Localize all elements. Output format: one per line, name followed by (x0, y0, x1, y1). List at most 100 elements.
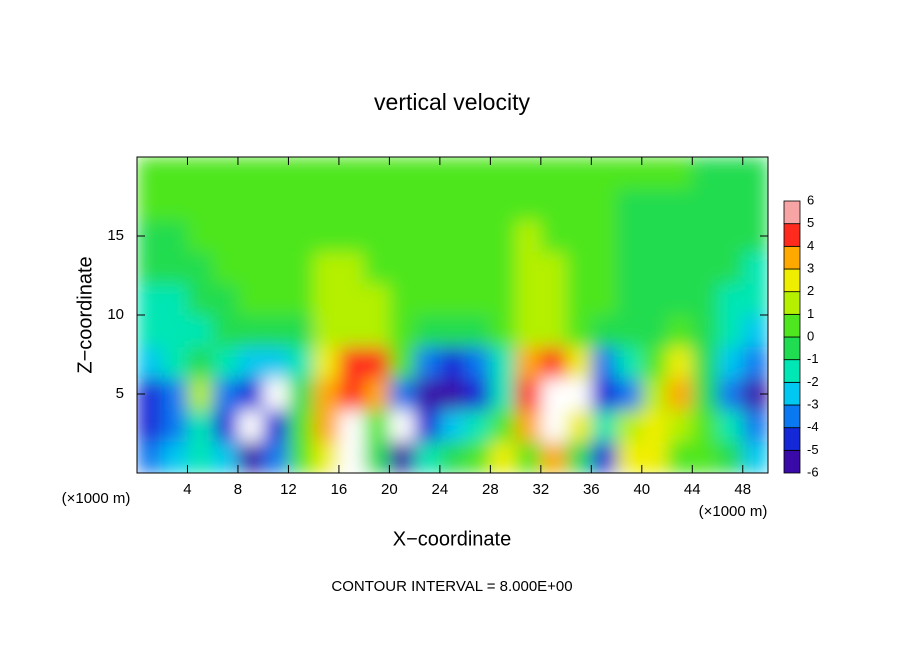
field-cell (616, 251, 643, 284)
field-cell (389, 251, 416, 284)
field-cell (717, 220, 744, 253)
field-cell (212, 220, 239, 253)
field-cell (338, 251, 365, 284)
field-cell (187, 315, 214, 348)
field-cell (616, 409, 643, 442)
field-cell (566, 346, 592, 379)
x-unit-label: (×1000 m) (699, 503, 768, 520)
field-cell (641, 409, 668, 442)
field-cell (212, 251, 239, 284)
field-cell (591, 315, 618, 348)
field-cell (692, 220, 719, 253)
field-cell (137, 441, 163, 473)
field-cell (212, 188, 239, 221)
field-cell (692, 157, 719, 190)
field-cell (313, 346, 340, 379)
field-cell (263, 283, 289, 316)
field-cell (717, 188, 744, 221)
field-cell (162, 346, 188, 379)
x-tick-label: 8 (234, 481, 242, 498)
field-cell (591, 378, 618, 411)
field (137, 157, 768, 473)
field-cell (187, 157, 214, 190)
field-cell (692, 283, 719, 316)
field-cell (364, 220, 390, 253)
x-tick-label: 40 (633, 481, 650, 498)
field-cell (212, 157, 239, 190)
field-cell (364, 283, 390, 316)
field-cell (742, 251, 768, 284)
field-cell (692, 441, 719, 473)
x-tick-label: 12 (280, 481, 297, 498)
field-cell (162, 220, 188, 253)
field-cell (212, 378, 239, 411)
field-cell (237, 378, 264, 411)
field-cell (439, 315, 466, 348)
field-cell (137, 157, 163, 190)
field-cell (641, 378, 668, 411)
field-cell (414, 188, 441, 221)
field-cell (439, 409, 466, 442)
field-cell (566, 188, 592, 221)
field-cell (490, 220, 517, 253)
colorbar-label: 4 (807, 238, 814, 253)
field-cell (515, 315, 542, 348)
field-cell (692, 251, 719, 284)
field-cell (616, 441, 643, 473)
field-cell (288, 315, 315, 348)
field-cell (338, 378, 365, 411)
field-cell (490, 378, 517, 411)
field-cell (212, 283, 239, 316)
field-cell (667, 251, 693, 284)
field-cell (591, 188, 618, 221)
field-cell (338, 157, 365, 190)
field-cell (237, 157, 264, 190)
field-cell (187, 409, 214, 442)
field-cell (439, 378, 466, 411)
field-cell (187, 441, 214, 473)
field-cell (212, 441, 239, 473)
field-cell (490, 251, 517, 284)
field-cell (717, 441, 744, 473)
field-cell (187, 283, 214, 316)
field-cell (237, 409, 264, 442)
colorbar-label: -5 (807, 442, 819, 457)
field-cell (641, 441, 668, 473)
y-tick-label: 5 (116, 385, 124, 402)
field-cell (616, 315, 643, 348)
field-cell (667, 283, 693, 316)
field-cell (263, 346, 289, 379)
field-cell (742, 441, 768, 473)
field-cell (439, 220, 466, 253)
field-cell (465, 157, 491, 190)
field-cell (540, 441, 567, 473)
x-tick-label: 24 (432, 481, 449, 498)
field-cell (515, 157, 542, 190)
field-cell (717, 378, 744, 411)
field-cell (137, 315, 163, 348)
field-cell (540, 346, 567, 379)
field-cell (263, 409, 289, 442)
field-cell (591, 346, 618, 379)
field-cell (667, 220, 693, 253)
field-cell (313, 378, 340, 411)
colorbar-box (783, 223, 801, 247)
field-cell (313, 409, 340, 442)
field-cell (591, 441, 618, 473)
field-cell (162, 188, 188, 221)
field-cell (465, 346, 491, 379)
field-cell (187, 188, 214, 221)
field-cell (667, 409, 693, 442)
field-cell (364, 378, 390, 411)
field-cell (414, 157, 441, 190)
field-cell (288, 220, 315, 253)
field-cell (288, 251, 315, 284)
x-tick-label: 28 (482, 481, 499, 498)
field-cell (692, 188, 719, 221)
field-cell (616, 378, 643, 411)
field-cell (540, 283, 567, 316)
field-cell (288, 157, 315, 190)
field-cell (742, 409, 768, 442)
field-cell (465, 315, 491, 348)
colorbar-label: -6 (807, 464, 819, 479)
